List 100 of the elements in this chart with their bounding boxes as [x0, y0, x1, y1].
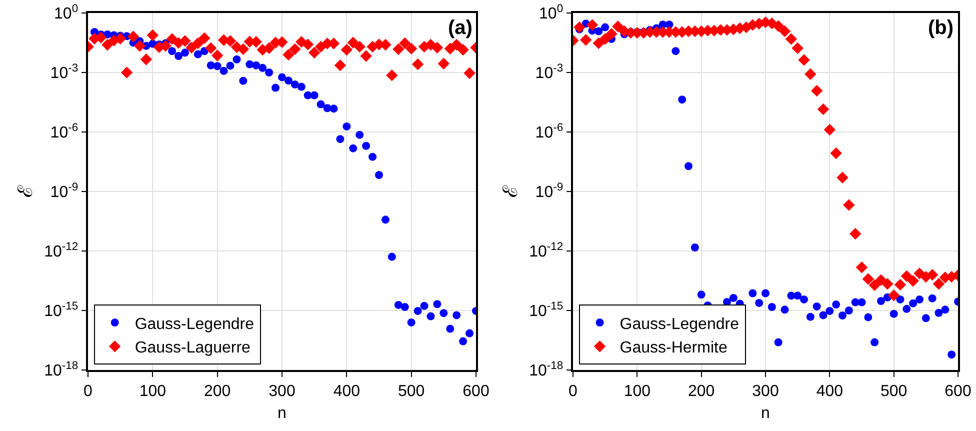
y-tick-label: 10$^{-6}$	[50, 122, 78, 142]
x-tick-label: 300	[752, 382, 779, 400]
point	[800, 295, 808, 304]
point	[948, 350, 956, 359]
point	[858, 298, 866, 306]
x-tick-label: 0	[568, 382, 578, 400]
y-tick-label: 10$^{-9}$	[535, 181, 564, 202]
point	[864, 313, 872, 322]
legend-label: Gauss-Legendre	[134, 316, 254, 333]
x-tick-label: 400	[333, 382, 360, 400]
y-axis-title: ℰ	[500, 184, 522, 198]
point	[407, 318, 416, 326]
point	[916, 295, 924, 304]
point	[174, 52, 183, 60]
point	[780, 306, 789, 314]
point	[922, 314, 930, 322]
point	[213, 62, 222, 70]
point	[336, 135, 344, 144]
point	[394, 300, 402, 309]
point	[440, 309, 448, 318]
x-tick-label: 500	[398, 382, 425, 400]
point	[330, 104, 338, 113]
point	[762, 289, 770, 298]
point	[601, 23, 610, 32]
point	[239, 76, 248, 85]
point	[896, 295, 904, 304]
point	[870, 338, 879, 346]
point	[290, 80, 299, 88]
x-tick-label: 400	[816, 382, 844, 400]
point	[729, 294, 738, 302]
y-axis-title: ℰ	[15, 184, 38, 198]
legend-label: Gauss-Laguerre	[134, 340, 251, 357]
y-tick-label: 10$^{-6}$	[535, 122, 564, 142]
point	[349, 144, 358, 152]
legend-label: Gauss-Legendre	[620, 316, 740, 333]
point	[388, 252, 396, 261]
point	[265, 68, 274, 76]
x-tick-label: 500	[880, 382, 908, 400]
point	[819, 311, 828, 320]
point	[414, 306, 422, 315]
point	[272, 84, 280, 92]
point	[356, 130, 364, 139]
annotation: (a)	[448, 17, 472, 39]
point	[226, 62, 234, 70]
point	[316, 100, 325, 108]
x-tick-label: 200	[204, 382, 231, 400]
point	[832, 300, 840, 309]
x-tick-label: 600	[462, 382, 490, 400]
point	[774, 338, 782, 346]
point	[168, 47, 176, 56]
x-tick-label: 0	[84, 382, 93, 400]
point	[877, 297, 885, 306]
point	[748, 289, 757, 298]
x-axis-title: n	[761, 405, 770, 422]
point	[826, 306, 834, 315]
x-tick-label: 100	[624, 382, 651, 400]
y-tick-label: 10$^{-15}$	[529, 300, 564, 320]
y-tick-label: 10$^{0}$	[539, 2, 564, 23]
y-tick-label: 10$^{0}$	[54, 2, 78, 23]
point	[466, 329, 474, 338]
point	[252, 61, 260, 70]
point	[278, 73, 286, 82]
point	[433, 300, 442, 308]
y-tick-label: 10$^{-12}$	[44, 240, 78, 261]
y-tick-label: 10$^{-18}$	[44, 360, 78, 380]
point	[420, 302, 428, 310]
annotation: (b)	[928, 17, 954, 39]
y-tick-label: 10$^{-9}$	[50, 181, 78, 202]
point	[194, 50, 202, 58]
point	[697, 290, 706, 299]
y-tick-label: 10$^{-15}$	[44, 300, 78, 320]
point	[284, 76, 292, 85]
point	[678, 96, 686, 104]
point	[934, 308, 943, 317]
legend-label: Gauss-Hermite	[620, 340, 728, 357]
point	[258, 64, 267, 72]
point	[426, 312, 435, 320]
point	[684, 162, 692, 170]
point	[368, 152, 377, 161]
point	[672, 47, 680, 56]
point	[297, 82, 306, 91]
point	[220, 66, 228, 75]
point	[400, 303, 409, 312]
x-tick-label: 100	[139, 382, 166, 400]
point	[181, 48, 189, 57]
point	[768, 303, 776, 312]
point	[446, 324, 454, 333]
y-tick-label: 10$^{-3}$	[535, 62, 564, 82]
point	[902, 304, 911, 313]
point	[909, 299, 918, 308]
point	[755, 298, 764, 307]
point	[310, 91, 318, 100]
x-tick-label: 200	[688, 382, 715, 400]
point	[381, 216, 390, 224]
point	[890, 310, 898, 318]
point	[794, 292, 802, 300]
point	[844, 306, 853, 314]
x-tick-label: 300	[268, 382, 296, 400]
point	[375, 170, 383, 179]
y-tick-label: 10$^{-18}$	[529, 360, 564, 380]
